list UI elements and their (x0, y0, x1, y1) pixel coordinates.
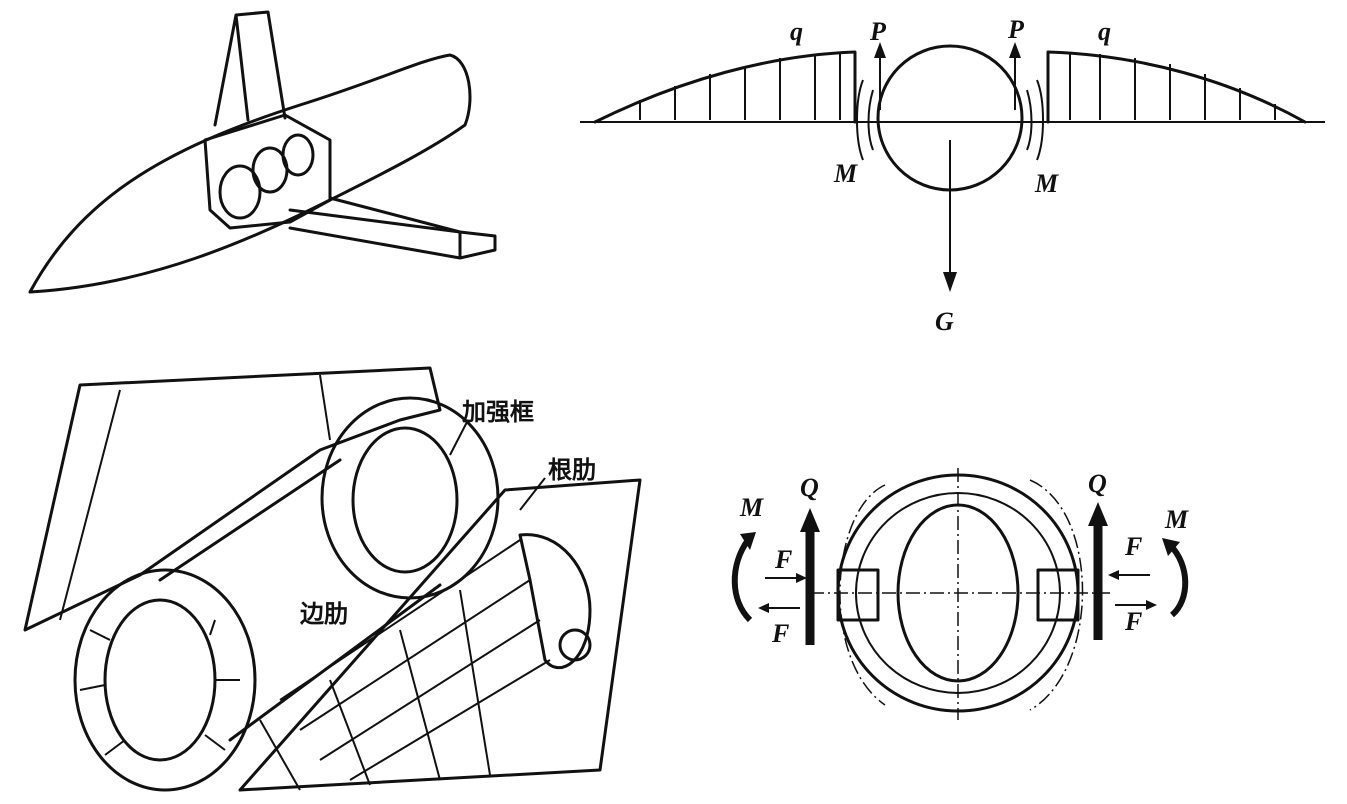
frame-force-svg: M Q F F Q M F F (731, 468, 1189, 720)
label-root-rib: 根肋 (548, 456, 596, 484)
label-m-right: M (1034, 169, 1059, 198)
attachment-bore-3 (281, 133, 315, 177)
root-rib-fitting (518, 533, 592, 670)
load-q-right-arrows (1069, 52, 1276, 120)
g-arrowhead (943, 272, 957, 292)
root-rib-panel (238, 478, 642, 792)
label-q-left: q (790, 17, 803, 46)
label-q-right: q (1098, 17, 1111, 46)
p-right-arrowhead (1009, 42, 1021, 58)
q-right-arrowhead (1088, 502, 1108, 526)
rib-lattice (259, 539, 551, 791)
moment-right-curve (1167, 542, 1189, 618)
structure-cutaway: 加强框 根肋 边肋 (0, 360, 680, 800)
label-f-left-bottom: F (771, 619, 789, 648)
lug-left (836, 568, 880, 622)
fuselage-outline (28, 53, 472, 294)
structure-cutaway-svg: 加强框 根肋 边肋 (23, 366, 642, 792)
f-right-top-head (1108, 570, 1119, 580)
skin-panel (23, 366, 442, 632)
label-q-right: Q (1088, 469, 1107, 498)
moment-right-head (1162, 538, 1180, 556)
f-left-top-head (796, 573, 807, 583)
fitting-hole (558, 628, 592, 662)
f-right-bottom-head (1146, 600, 1157, 610)
skin-stiffener (59, 389, 121, 621)
label-m-right: M (1164, 505, 1189, 534)
moment-right (1026, 79, 1044, 161)
moment-left (856, 79, 874, 161)
moment-left-curve (731, 538, 753, 623)
load-diagram: q q P P M M G (580, 0, 1340, 350)
label-p-left: P (869, 17, 887, 46)
frame-force-diagram: M Q F F Q M F F (710, 460, 1230, 760)
skin-edge (319, 374, 331, 441)
fuselage-wing-sketch (0, 0, 560, 320)
cylinder-body (158, 458, 442, 742)
fuselage-wing-svg (28, 10, 497, 294)
moment-left-head (740, 532, 756, 550)
label-side-rib: 边肋 (300, 600, 348, 628)
vertical-fin (213, 10, 287, 127)
wing-stub (288, 196, 497, 260)
load-q-left (593, 50, 857, 124)
label-q-left: Q (800, 473, 819, 502)
load-q-right (1046, 50, 1307, 124)
shear-flow-left (839, 484, 886, 706)
lug-right (1036, 568, 1080, 622)
q-left-arrowhead (800, 508, 820, 532)
label-m-left: M (739, 493, 764, 522)
reinforced-frame-far (320, 396, 500, 600)
label-frame: 加强框 (462, 398, 534, 426)
load-diagram-svg: q q P P M M G (580, 15, 1325, 336)
label-f-left-top: F (774, 545, 792, 574)
frame-spokes (79, 619, 240, 756)
label-g: G (935, 307, 954, 336)
attachment-bore-1 (218, 164, 262, 220)
reinforced-frame-far-inner (351, 426, 459, 574)
label-f-right-top: F (1124, 532, 1142, 561)
f-left-bottom-head (758, 603, 769, 613)
attachment-block (203, 113, 332, 230)
label-f-right-bottom: F (1124, 607, 1142, 636)
leader-root-rib (519, 477, 546, 511)
label-p-right: P (1007, 15, 1025, 44)
load-q-left-arrows (639, 52, 841, 120)
label-m-left: M (833, 159, 858, 188)
shear-flow-right (1029, 479, 1084, 711)
leader-frame (449, 419, 469, 456)
reinforced-frame-near-inner (103, 598, 217, 762)
p-left-arrowhead (874, 42, 886, 58)
reinforced-frame-near (73, 568, 257, 792)
